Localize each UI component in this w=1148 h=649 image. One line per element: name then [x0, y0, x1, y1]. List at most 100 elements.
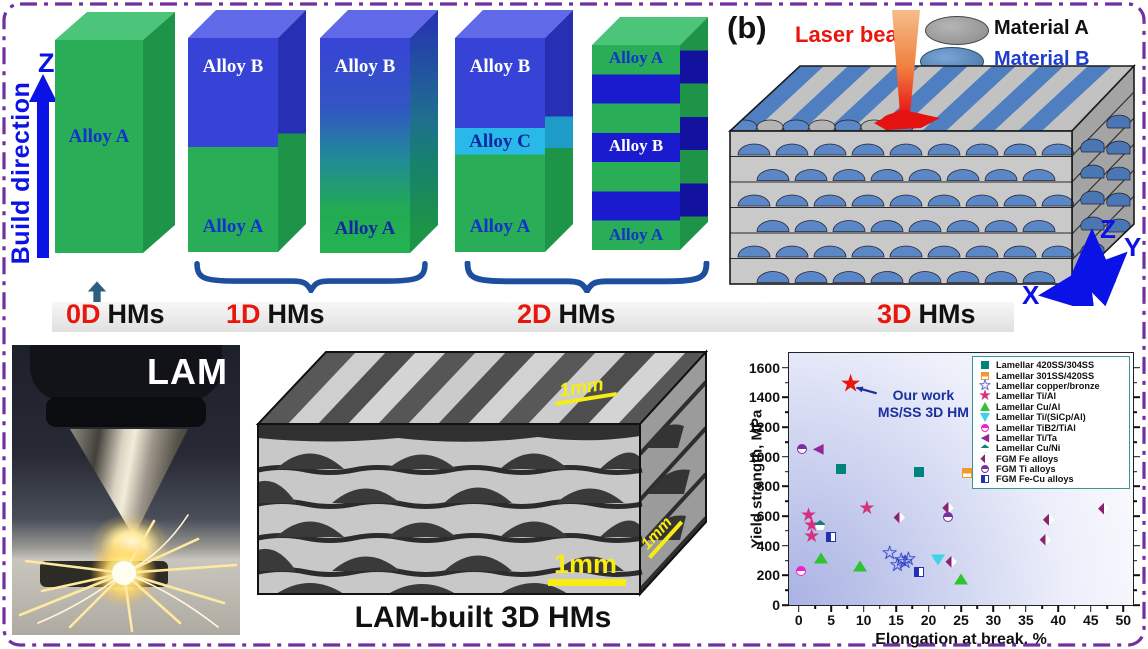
marker-square-icon — [981, 361, 989, 370]
x-tick-label: 10 — [855, 612, 872, 628]
x-tick-label: 40 — [1050, 612, 1067, 628]
x-tick — [927, 605, 930, 612]
x-tick — [830, 605, 832, 612]
annotation-line2: MS/SS 3D HM — [877, 404, 969, 421]
y-minor-tick — [785, 530, 789, 532]
x-minor-tick — [1073, 605, 1076, 609]
brace-2d-icon — [464, 261, 710, 293]
alloy-b-label: Alloy B — [202, 56, 264, 77]
marker-triangle-left-icon: ◀ — [812, 439, 824, 456]
block-0d-side-face — [143, 12, 175, 253]
sparks-icon — [18, 514, 238, 633]
alloy-b-label: Alloy B — [608, 136, 664, 155]
our-work-star: ★ — [840, 372, 862, 397]
yield-strength-chart: Lamellar 420SS/304SS Lamellar 301SS/420SS… — [742, 344, 1144, 648]
alloy-b-label: Alloy B — [334, 56, 396, 77]
legend-marker — [979, 465, 991, 474]
data-point: ☆ — [900, 550, 917, 569]
x-tick-label: 45 — [1083, 612, 1099, 628]
marker-circle-half-icon — [796, 444, 807, 455]
x-tick-label: 5 — [827, 612, 836, 628]
marker-square-half-icon — [962, 468, 973, 479]
legend-marker — [979, 444, 991, 453]
marker-triangle-up-icon — [954, 573, 968, 585]
y-tick-right — [1133, 485, 1140, 488]
y-minor-tick-right — [1133, 559, 1137, 562]
marker-triangle-down-icon — [931, 554, 946, 566]
y-minor-tick-right — [1133, 530, 1137, 532]
data-point: ★ — [803, 527, 820, 546]
marker-triangle-up-icon — [980, 402, 990, 412]
block-1d-sharp-side-face — [278, 10, 306, 252]
legend-label: Lamellar Ti/(SiCp/Al) — [996, 412, 1086, 423]
y-tick-label: 1400 — [748, 389, 780, 406]
y-minor-tick — [785, 470, 789, 473]
y-tick-label: 400 — [756, 537, 780, 554]
legend-marker: ◀ — [979, 432, 991, 443]
x-tick — [862, 605, 865, 612]
alloy-a-label: Alloy A — [608, 48, 664, 67]
label-0d-hms: 0D HMs — [66, 299, 165, 329]
x-minor-tick — [1106, 605, 1108, 609]
lam-photo: LAM — [12, 345, 240, 635]
legend-label: FGM Fe-Cu alloys — [996, 474, 1074, 485]
data-point — [931, 554, 946, 566]
legend-item: Lamellar Ti/(SiCp/Al) — [979, 412, 1125, 422]
y-tick — [782, 544, 789, 547]
y-minor-tick-right — [1133, 411, 1137, 414]
legend-label: Lamellar 301SS/420SS — [996, 370, 1095, 381]
data-point: ◀ — [812, 439, 824, 456]
data-point — [1042, 514, 1055, 526]
plot-area: Lamellar 420SS/304SS Lamellar 301SS/420SS… — [749, 352, 1140, 648]
x-minor-tick — [814, 605, 816, 609]
x-tick-label: 15 — [888, 612, 904, 628]
annotation-line1: Our work — [892, 387, 955, 404]
data-point — [1039, 534, 1052, 546]
legend-label: Lamellar TiB2/TiAl — [996, 422, 1076, 433]
legend-marker: ★ — [978, 388, 992, 403]
y-minor-tick-right — [1133, 589, 1137, 591]
block-1d-sharp-front-face: Alloy B Alloy A — [188, 38, 278, 252]
data-point — [954, 573, 968, 585]
legend-item: FGM Fe alloys — [979, 454, 1125, 464]
marker-diamond-half-icon — [1042, 514, 1055, 526]
brace-1d-icon — [194, 261, 428, 293]
data-point — [795, 566, 806, 577]
legend-item: Lamellar 420SS/304SS — [979, 360, 1125, 370]
legend-label: Lamellar 420SS/304SS — [996, 360, 1095, 371]
block-1d-sharp: Alloy B Alloy A — [188, 10, 306, 252]
block-0d-front-face: Alloy A — [55, 40, 143, 253]
y-minor-tick — [785, 381, 789, 384]
x-axis-label: X — [1022, 280, 1040, 306]
x-tick — [895, 605, 897, 612]
nozzle-ring-icon — [46, 397, 206, 427]
legend-label: Lamellar Cu/Al — [996, 401, 1061, 412]
block-2d-trilayer-side-face — [545, 10, 573, 252]
x-minor-tick — [846, 605, 849, 609]
data-point — [945, 555, 957, 568]
data-point: ★ — [858, 497, 876, 519]
marker-diamond-half-icon — [945, 555, 957, 568]
marker-diamond-half-icon — [1098, 502, 1110, 515]
y-tick-right — [1133, 396, 1140, 399]
y-tick-right — [1133, 574, 1140, 577]
y-minor-tick-right — [1133, 500, 1137, 503]
x-minor-tick — [911, 605, 914, 609]
y-tick — [782, 367, 789, 369]
marker-star-half-icon: ★ — [858, 497, 876, 519]
legend-label: FGM Ti alloys — [996, 464, 1056, 475]
marker-triangle-down-icon — [980, 412, 990, 422]
marker-circle-half-icon — [981, 465, 989, 474]
legend-item: Lamellar Cu/Ni — [979, 443, 1125, 453]
data-point — [814, 552, 829, 564]
legend-marker — [979, 361, 991, 370]
marker-square-half-v-icon — [981, 475, 989, 484]
block-1d-gradient-front-face: Alloy B Alloy A — [320, 38, 410, 253]
y-tick-label: 1200 — [748, 419, 780, 436]
legend-label: Lamellar Ti/Al — [996, 391, 1057, 402]
label-2d-hms: 2D HMs — [517, 299, 616, 329]
y-tick-right — [1133, 515, 1140, 517]
data-point — [796, 444, 807, 455]
x-tick — [960, 605, 962, 612]
y-minor-tick — [785, 411, 789, 414]
